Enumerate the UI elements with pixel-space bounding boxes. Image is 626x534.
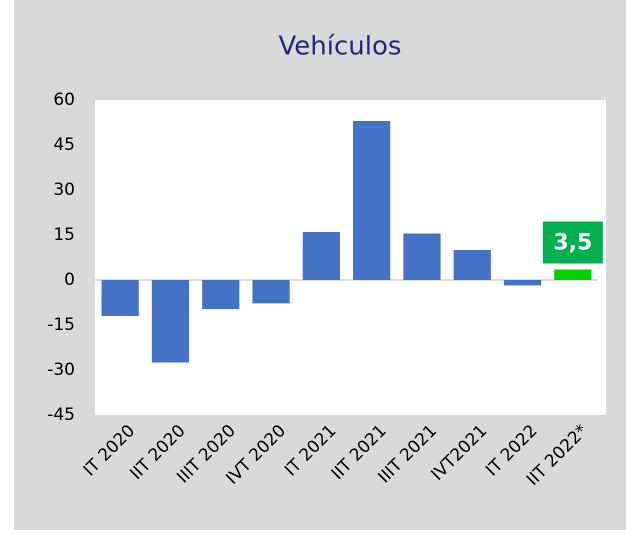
bar — [302, 232, 340, 280]
bar — [151, 280, 190, 363]
y-tick-label: 45 — [53, 135, 75, 155]
y-tick-label: -15 — [47, 315, 75, 335]
bar — [252, 280, 290, 304]
bar — [353, 121, 391, 280]
chart-title: Vehículos — [279, 32, 402, 62]
bar — [202, 280, 240, 310]
bar — [403, 233, 441, 280]
plot-area — [95, 100, 606, 415]
y-tick-label: 0 — [64, 270, 75, 290]
y-tick-label: 30 — [53, 180, 75, 200]
value-label: 3,5 — [553, 231, 592, 256]
y-tick-label: 60 — [53, 90, 75, 110]
bar — [101, 280, 139, 316]
y-tick-label: -30 — [47, 360, 75, 380]
y-tick-label: 15 — [53, 225, 75, 245]
value-label-box — [542, 221, 603, 264]
bar — [554, 269, 592, 280]
y-tick-label: -45 — [47, 405, 75, 425]
bar — [503, 280, 542, 286]
bar — [453, 250, 491, 280]
